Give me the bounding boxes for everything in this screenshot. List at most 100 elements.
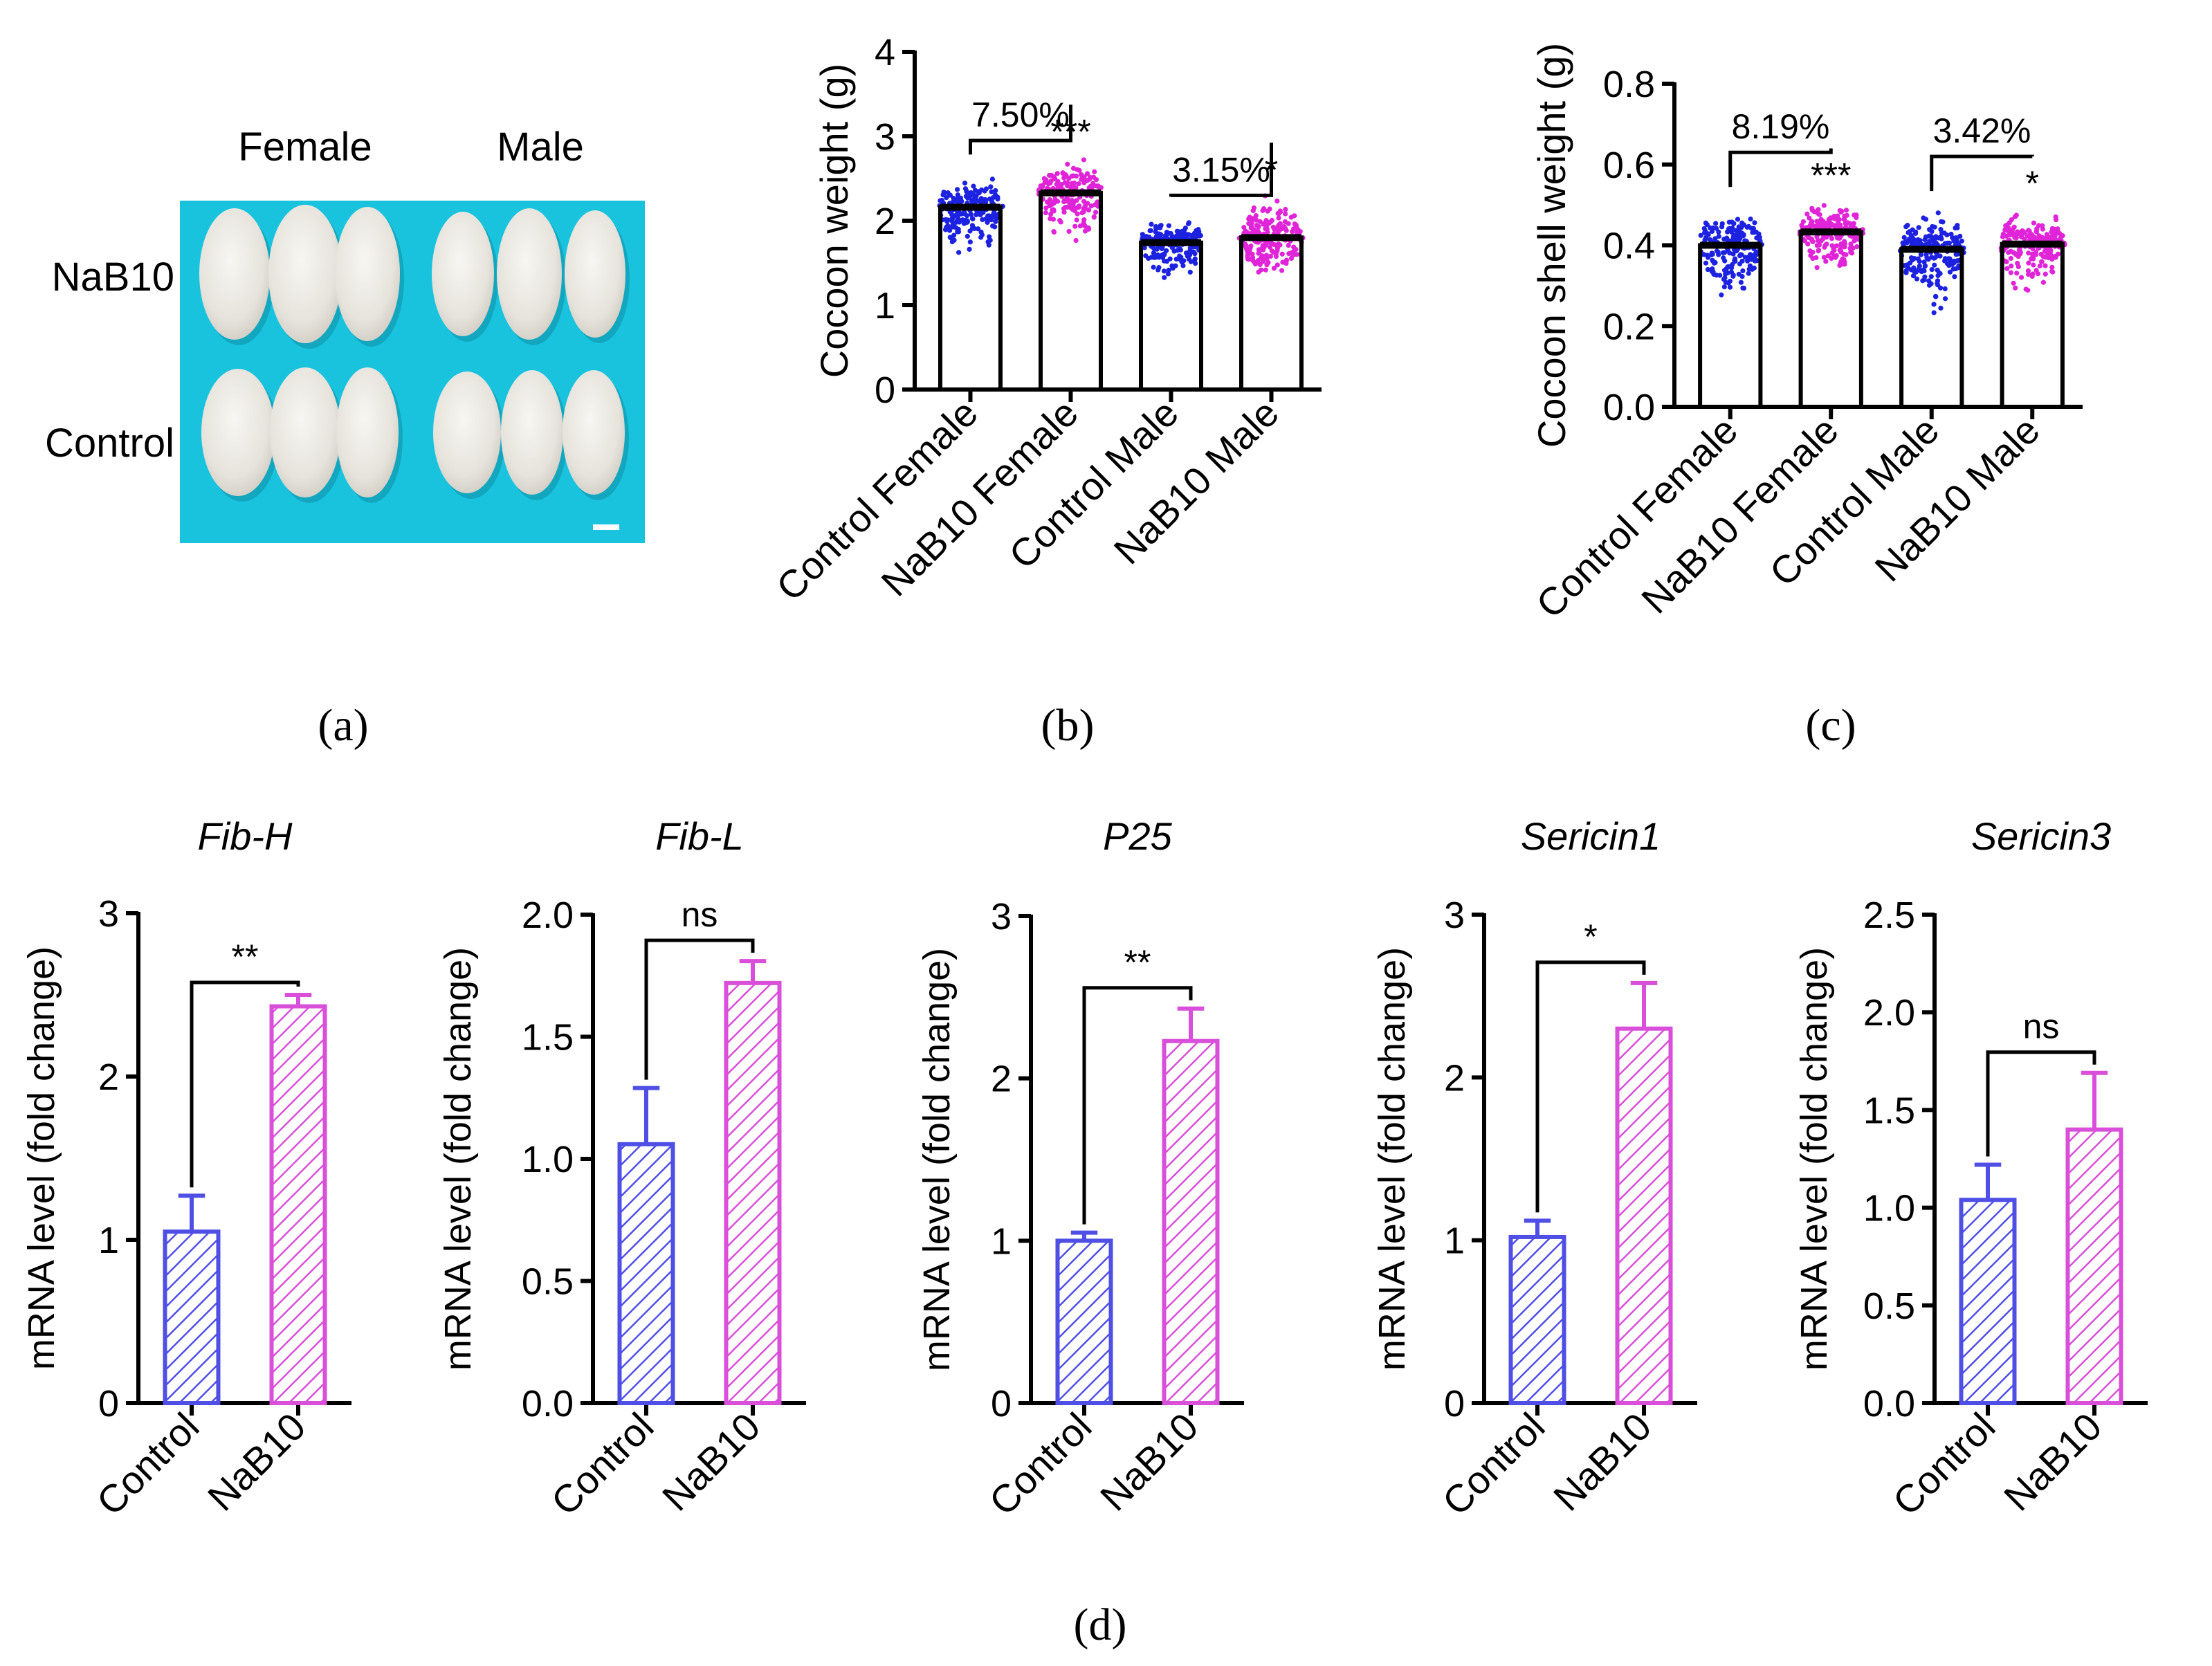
data-point	[962, 186, 969, 192]
data-point	[978, 196, 984, 201]
data-point	[1821, 203, 1827, 208]
data-point	[1921, 277, 1927, 282]
bar	[938, 205, 1003, 392]
data-point	[1088, 203, 1095, 209]
data-point	[1919, 241, 1924, 247]
data-point	[1834, 243, 1840, 248]
y-tick-label: 0.0	[1863, 1383, 1915, 1425]
data-point	[1914, 276, 1920, 282]
data-point	[941, 190, 947, 195]
data-point	[1047, 197, 1052, 203]
data-point	[986, 213, 991, 219]
data-point	[2026, 228, 2031, 233]
y-tick-label: 3	[98, 893, 119, 935]
data-point	[1837, 208, 1843, 214]
chart-cocoon-shell-weight: Cocoon shell weight (g) 0.00.20.40.60.8Co…	[1528, 43, 2083, 626]
data-point	[956, 210, 962, 215]
y-axis-label: mRNA level (fold change)	[437, 947, 479, 1371]
data-point	[1081, 157, 1087, 163]
data-point	[1938, 234, 1944, 240]
data-point	[1854, 244, 1860, 250]
data-point	[954, 187, 960, 192]
data-point	[1807, 248, 1813, 254]
y-tick-label: 0.2	[1603, 306, 1655, 347]
data-point	[1063, 205, 1068, 210]
data-point	[2012, 214, 2018, 219]
y-tick-label: 2.5	[1863, 895, 1915, 936]
data-point	[1161, 258, 1167, 264]
data-point	[1076, 181, 1081, 187]
data-point	[1955, 258, 1960, 264]
data-point	[1051, 207, 1057, 212]
y-tick-label: 0.5	[1863, 1285, 1915, 1327]
bracket-label: 7.50%	[971, 95, 1070, 134]
data-point	[1188, 259, 1194, 264]
data-point	[2035, 271, 2041, 277]
data-point	[1913, 269, 1919, 275]
x-tick-label: NaB10	[1092, 1404, 1207, 1519]
data-point	[1075, 211, 1080, 217]
data-point	[1824, 241, 1829, 247]
data-point	[1193, 261, 1198, 266]
data-point	[1935, 253, 1941, 259]
y-tick-label: 2	[875, 201, 895, 242]
data-point	[1286, 250, 1292, 257]
data-point	[1847, 246, 1853, 251]
data-point	[1180, 263, 1186, 268]
data-point	[2019, 229, 2024, 235]
significance-label: ***	[1811, 156, 1851, 194]
data-point	[975, 226, 981, 232]
data-point	[1901, 235, 1907, 240]
data-point	[1086, 225, 1091, 230]
data-point	[1706, 232, 1711, 237]
data-point	[1903, 269, 1909, 275]
data-point	[987, 234, 992, 239]
data-point	[1257, 219, 1263, 224]
data-point	[1725, 264, 1730, 270]
data-point	[1245, 253, 1250, 259]
data-point	[1091, 183, 1097, 189]
data-point	[978, 229, 984, 235]
data-point	[1917, 259, 1922, 264]
data-point	[1166, 223, 1171, 228]
cocoon	[335, 207, 400, 341]
data-point	[965, 233, 970, 239]
y-tick-label: 1	[875, 285, 895, 327]
data-point	[1151, 255, 1157, 260]
data-point	[1246, 216, 1252, 222]
y-axis-label: mRNA level (fold change)	[1371, 947, 1413, 1371]
data-point	[1709, 228, 1715, 235]
cocoon	[336, 367, 399, 497]
data-point	[2053, 214, 2058, 220]
data-point	[985, 219, 990, 226]
data-point	[1267, 244, 1272, 250]
data-point	[947, 235, 953, 240]
cocoon	[433, 372, 501, 493]
data-point	[1927, 239, 1932, 244]
y-tick-label: 2.0	[522, 895, 574, 936]
data-point	[1151, 264, 1156, 270]
data-point	[2031, 262, 2036, 268]
data-point	[1721, 284, 1727, 290]
data-point	[2042, 271, 2048, 277]
data-point	[1245, 230, 1250, 235]
data-point	[1947, 256, 1953, 262]
data-point	[1733, 232, 1739, 238]
y-axis-label: mRNA level (fold change)	[1793, 947, 1835, 1371]
data-point	[1153, 223, 1159, 230]
data-point	[1953, 225, 1958, 231]
data-point	[2006, 250, 2011, 255]
data-point	[2049, 264, 2055, 270]
data-point	[1063, 174, 1069, 179]
data-point	[1942, 256, 1948, 262]
y-tick-label: 2	[1444, 1057, 1465, 1099]
data-point	[965, 218, 970, 223]
bar	[163, 1229, 221, 1405]
data-point	[1256, 250, 1262, 255]
data-point	[1825, 253, 1831, 259]
data-point	[1064, 180, 1070, 185]
data-point	[1703, 260, 1709, 266]
bar	[1162, 1038, 1220, 1405]
data-point	[1828, 215, 1834, 221]
